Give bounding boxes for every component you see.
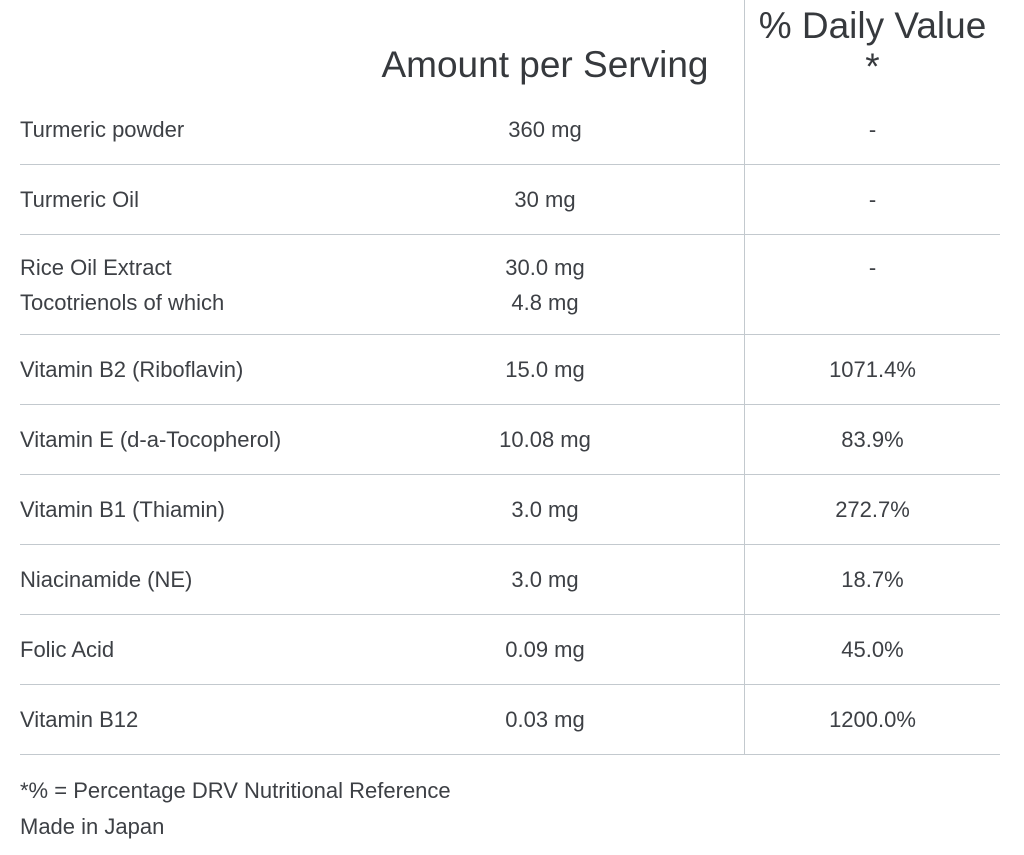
ingredient-amount-group: 30.0 mg 4.8 mg (345, 250, 745, 320)
ingredient-amount: 10.08 mg (499, 426, 591, 452)
table-row: Turmeric powder 360 mg - (20, 95, 1000, 165)
nutrition-facts-table: Amount per Serving % Daily Value * Turme… (20, 0, 1000, 755)
ingredient-amount: 0.09 mg (505, 636, 585, 662)
ingredient-daily-value: - (868, 254, 877, 280)
ingredient-subname: Tocotrienols of which (20, 289, 225, 315)
ingredient-name-group: Rice Oil Extract Tocotrienols of which (20, 250, 345, 320)
ingredient-daily-value: 1200.0% (829, 706, 916, 732)
made-in-japan-note: Made in Japan (20, 814, 165, 839)
ingredient-name: Vitamin B12 (20, 706, 139, 732)
header-ingredient-spacer (20, 0, 345, 95)
table-row: Vitamin B1 (Thiamin) 3.0 mg 272.7% (20, 475, 1000, 545)
header-amount-label: Amount per Serving (381, 44, 709, 86)
header-amount-per-serving: Amount per Serving (345, 0, 745, 95)
ingredient-name: Vitamin B1 (Thiamin) (20, 496, 225, 522)
ingredient-name: Niacinamide (NE) (20, 566, 193, 592)
ingredient-amount: 360 mg (508, 116, 582, 142)
ingredient-name: Turmeric Oil (20, 186, 139, 212)
drv-reference-note: *% = Percentage DRV Nutritional Referenc… (20, 778, 451, 803)
ingredient-amount: 3.0 mg (511, 496, 579, 522)
ingredient-amount: 30 mg (514, 186, 576, 212)
ingredient-daily-value: - (868, 186, 877, 212)
header-daily-value: % Daily Value * (745, 0, 1000, 95)
ingredient-daily-value-spacer (745, 285, 1000, 320)
ingredient-amount: 30.0 mg (505, 254, 585, 280)
ingredient-daily-value: - (868, 116, 877, 142)
ingredient-daily-value: 272.7% (835, 496, 910, 522)
table-row: Rice Oil Extract Tocotrienols of which 3… (20, 235, 1000, 335)
ingredient-daily-value: 18.7% (841, 566, 904, 592)
table-row: Vitamin E (d-a-Tocopherol) 10.08 mg 83.9… (20, 405, 1000, 475)
table-row: Vitamin B2 (Riboflavin) 15.0 mg 1071.4% (20, 335, 1000, 405)
ingredient-subamount: 4.8 mg (511, 289, 579, 315)
ingredient-amount: 0.03 mg (505, 706, 585, 732)
column-divider-line (744, 0, 745, 755)
ingredient-daily-value: 45.0% (841, 636, 904, 662)
table-row: Turmeric Oil 30 mg - (20, 165, 1000, 235)
ingredient-amount: 15.0 mg (505, 356, 585, 382)
table-row: Niacinamide (NE) 3.0 mg 18.7% (20, 545, 1000, 615)
ingredient-daily-value: 1071.4% (829, 356, 916, 382)
footnotes: *% = Percentage DRV Nutritional Referenc… (20, 773, 1024, 845)
ingredient-name: Vitamin B2 (Riboflavin) (20, 356, 244, 382)
table-row: Folic Acid 0.09 mg 45.0% (20, 615, 1000, 685)
ingredient-name: Rice Oil Extract (20, 254, 172, 280)
ingredient-amount: 3.0 mg (511, 566, 579, 592)
table-row: Vitamin B12 0.03 mg 1200.0% (20, 685, 1000, 755)
ingredient-name: Turmeric powder (20, 116, 185, 142)
ingredient-daily-value-group: - (745, 250, 1000, 320)
ingredient-name: Folic Acid (20, 636, 115, 662)
ingredient-name: Vitamin E (d-a-Tocopherol) (20, 426, 282, 452)
header-daily-value-asterisk: * (865, 45, 880, 87)
table-header-row: Amount per Serving % Daily Value * (20, 0, 1000, 95)
ingredient-daily-value: 83.9% (841, 426, 904, 452)
header-daily-value-label: % Daily Value (758, 5, 987, 46)
